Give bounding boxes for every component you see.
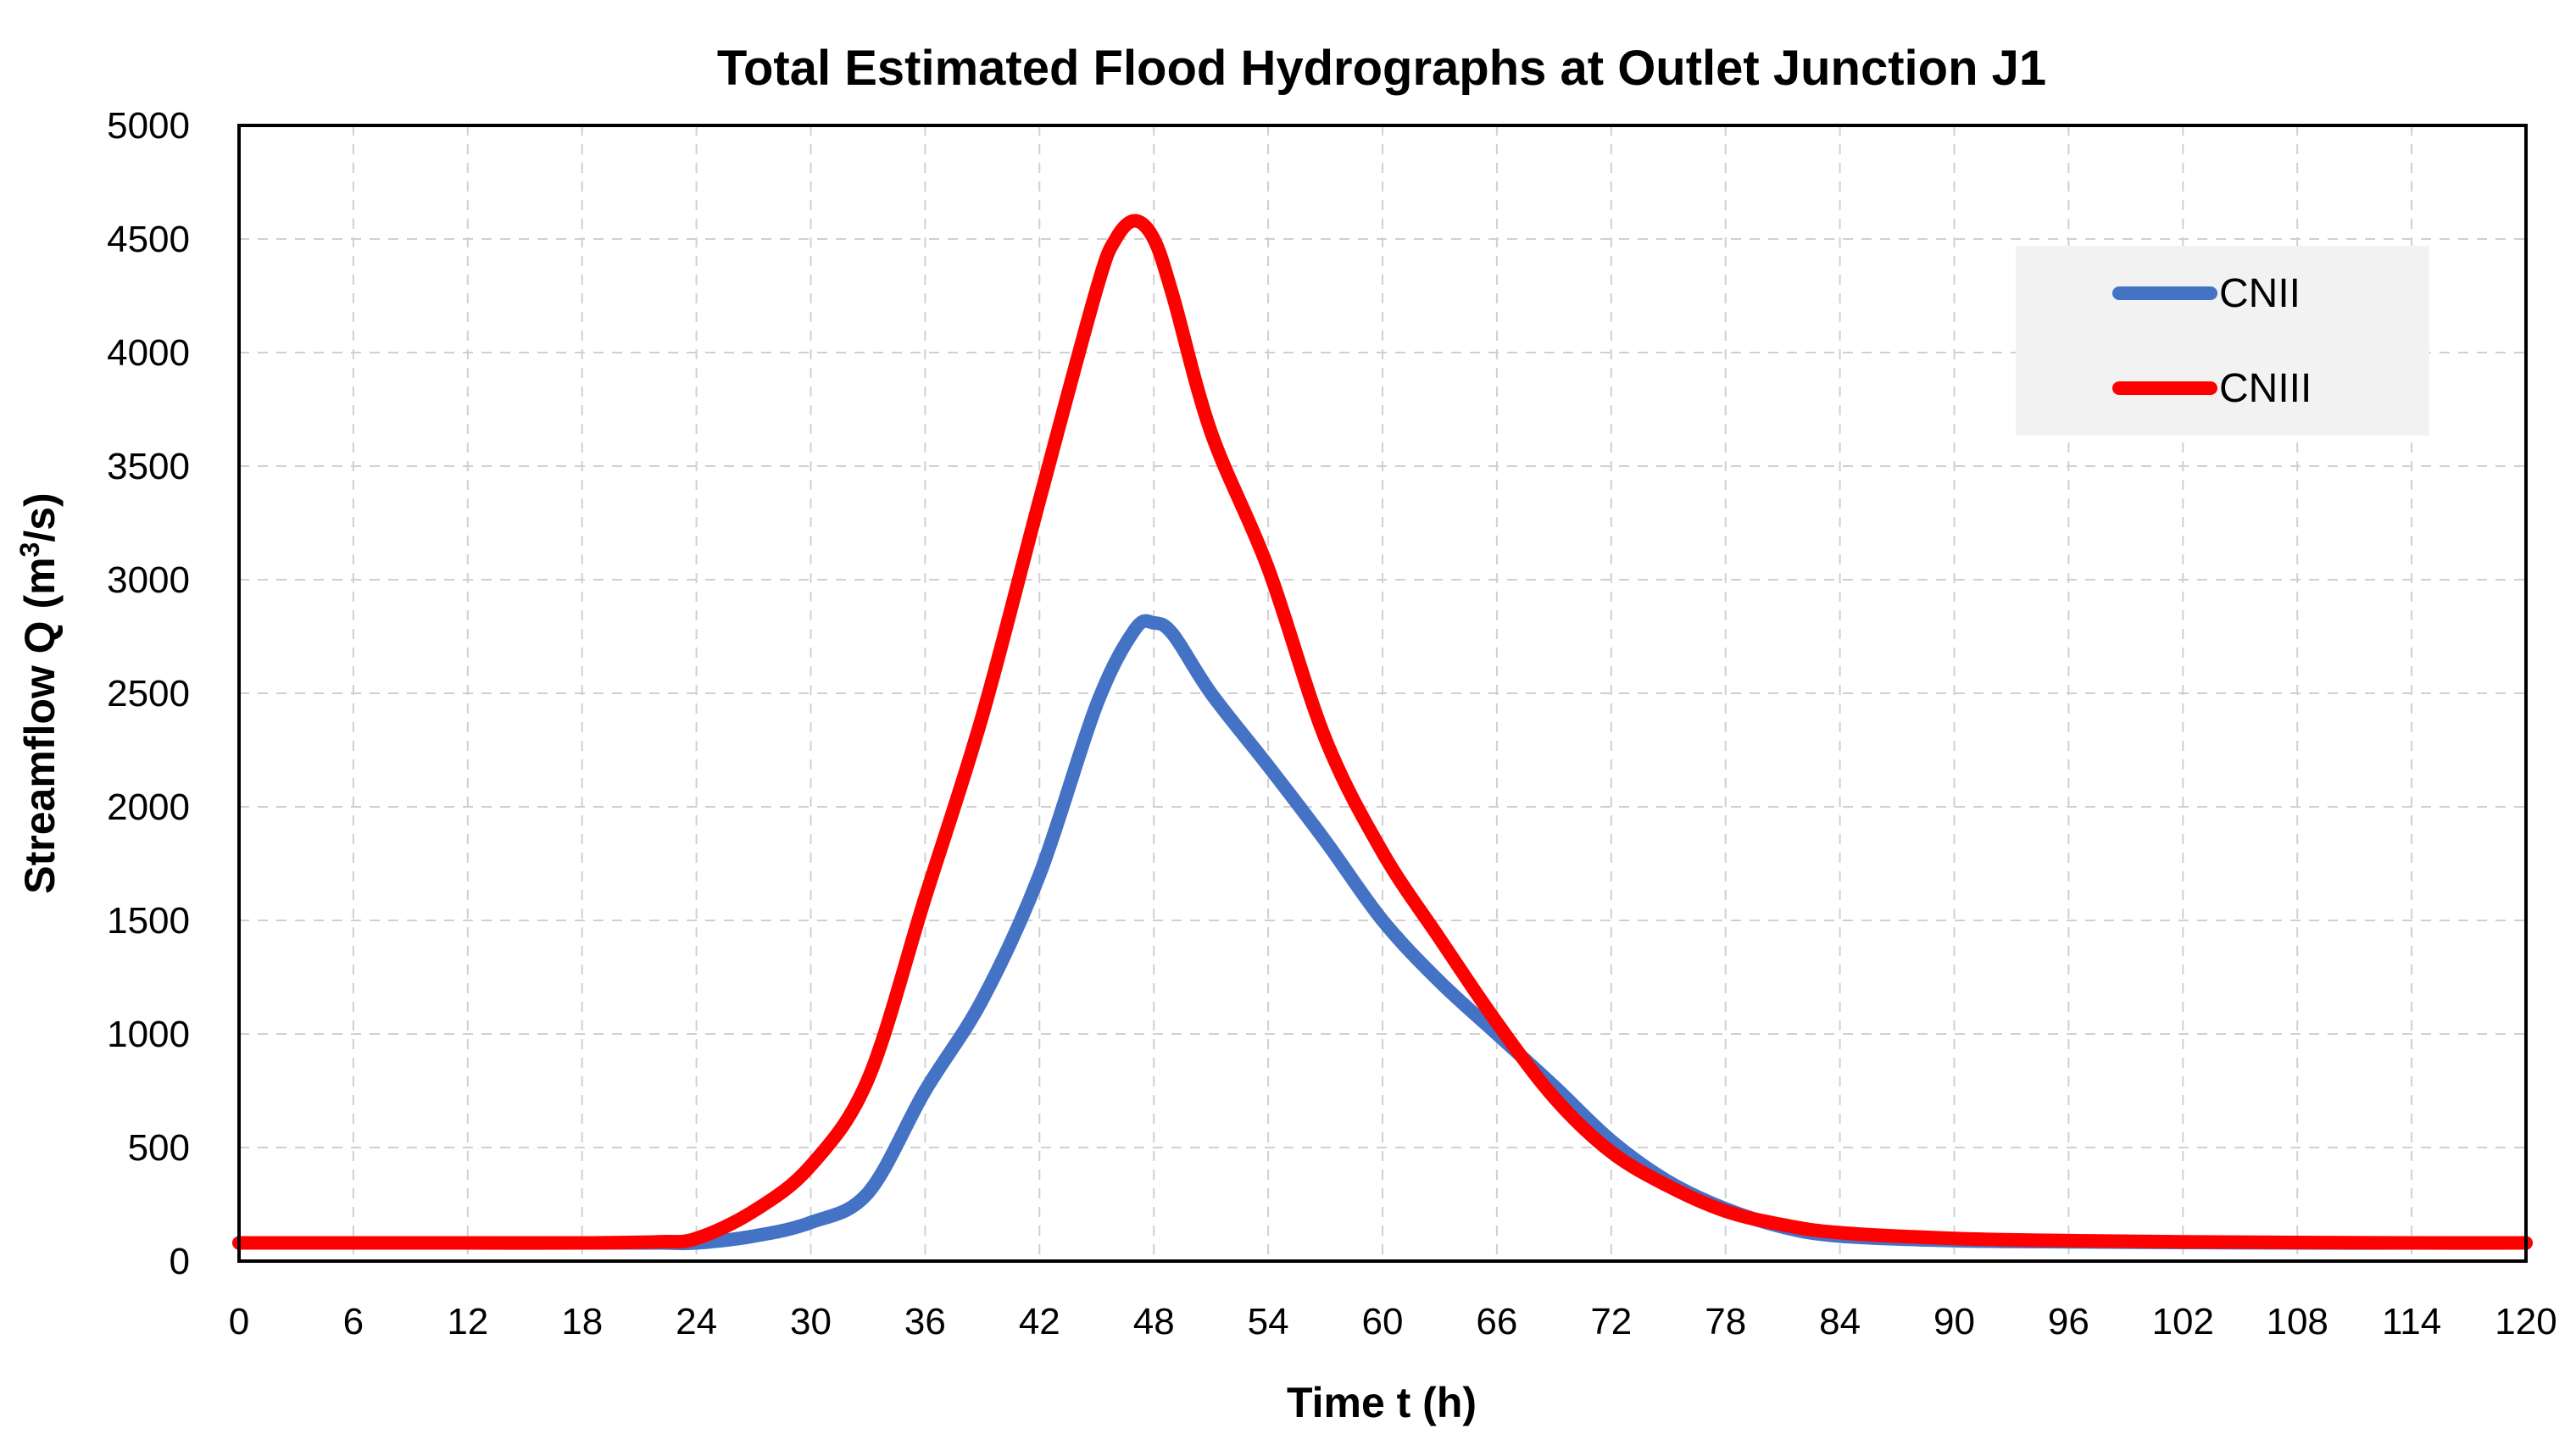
y-tick-label: 1500 (107, 900, 190, 942)
x-tick-label: 66 (1476, 1301, 1517, 1342)
x-tick-label: 42 (1019, 1301, 1060, 1342)
y-tick-label: 5000 (107, 105, 190, 147)
y-tick-label: 3000 (107, 559, 190, 601)
y-tick-label: 500 (128, 1127, 190, 1169)
y-tick-label: 0 (170, 1241, 190, 1282)
x-tick-label: 6 (343, 1301, 364, 1342)
x-tick-label: 84 (1819, 1301, 1861, 1342)
x-tick-label: 90 (1933, 1301, 1975, 1342)
x-tick-label: 120 (2495, 1301, 2557, 1342)
x-tick-label: 96 (2048, 1301, 2089, 1342)
y-tick-label: 2500 (107, 673, 190, 714)
x-tick-label: 0 (229, 1301, 249, 1342)
series-lines (232, 214, 2533, 1251)
x-tick-label: 48 (1133, 1301, 1175, 1342)
y-tick-label: 3500 (107, 446, 190, 487)
legend-box (2016, 246, 2429, 436)
chart-title: Total Estimated Flood Hydrographs at Out… (717, 41, 2046, 96)
x-axis-title: Time t (h) (1287, 1379, 1477, 1426)
x-tick-label: 60 (1362, 1301, 1404, 1342)
y-axis-ticks: 0 500 1000 1500 2000 2500 3000 3500 4000 4500 5000 (107, 105, 190, 1282)
y-tick-label: 2000 (107, 786, 190, 828)
series-line-cniii (232, 214, 2533, 1250)
y-tick-label: 1000 (107, 1014, 190, 1055)
x-tick-label: 72 (1590, 1301, 1632, 1342)
x-tick-label: 12 (447, 1301, 488, 1342)
legend-label-cnii: CNII (2219, 271, 2301, 316)
x-tick-label: 18 (561, 1301, 603, 1342)
x-tick-label: 36 (904, 1301, 946, 1342)
x-tick-label: 54 (1248, 1301, 1289, 1342)
y-axis-title-tail: /s) (16, 492, 64, 542)
x-tick-label: 24 (676, 1301, 717, 1342)
legend: CNII CNIII (2016, 246, 2429, 436)
y-axis-title-main: Streamflow Q (m (16, 557, 64, 893)
x-tick-label: 108 (2266, 1301, 2328, 1342)
plot-frame (237, 124, 2528, 1263)
x-tick-label: 102 (2152, 1301, 2214, 1342)
x-tick-label: 30 (790, 1301, 832, 1342)
x-tick-label: 114 (2382, 1301, 2441, 1342)
legend-label-cniii: CNIII (2219, 366, 2312, 411)
y-axis-title-sup: 3 (14, 542, 45, 558)
y-axis-title: Streamflow Q (m3/s) (14, 492, 64, 893)
x-axis-ticks: 0 6 12 18 24 30 36 42 48 54 60 66 72 78 84 90 96 102 108 11… (229, 1301, 2557, 1342)
y-tick-label: 4000 (107, 332, 190, 374)
y-tick-label: 4500 (107, 219, 190, 260)
x-tick-label: 78 (1705, 1301, 1746, 1342)
